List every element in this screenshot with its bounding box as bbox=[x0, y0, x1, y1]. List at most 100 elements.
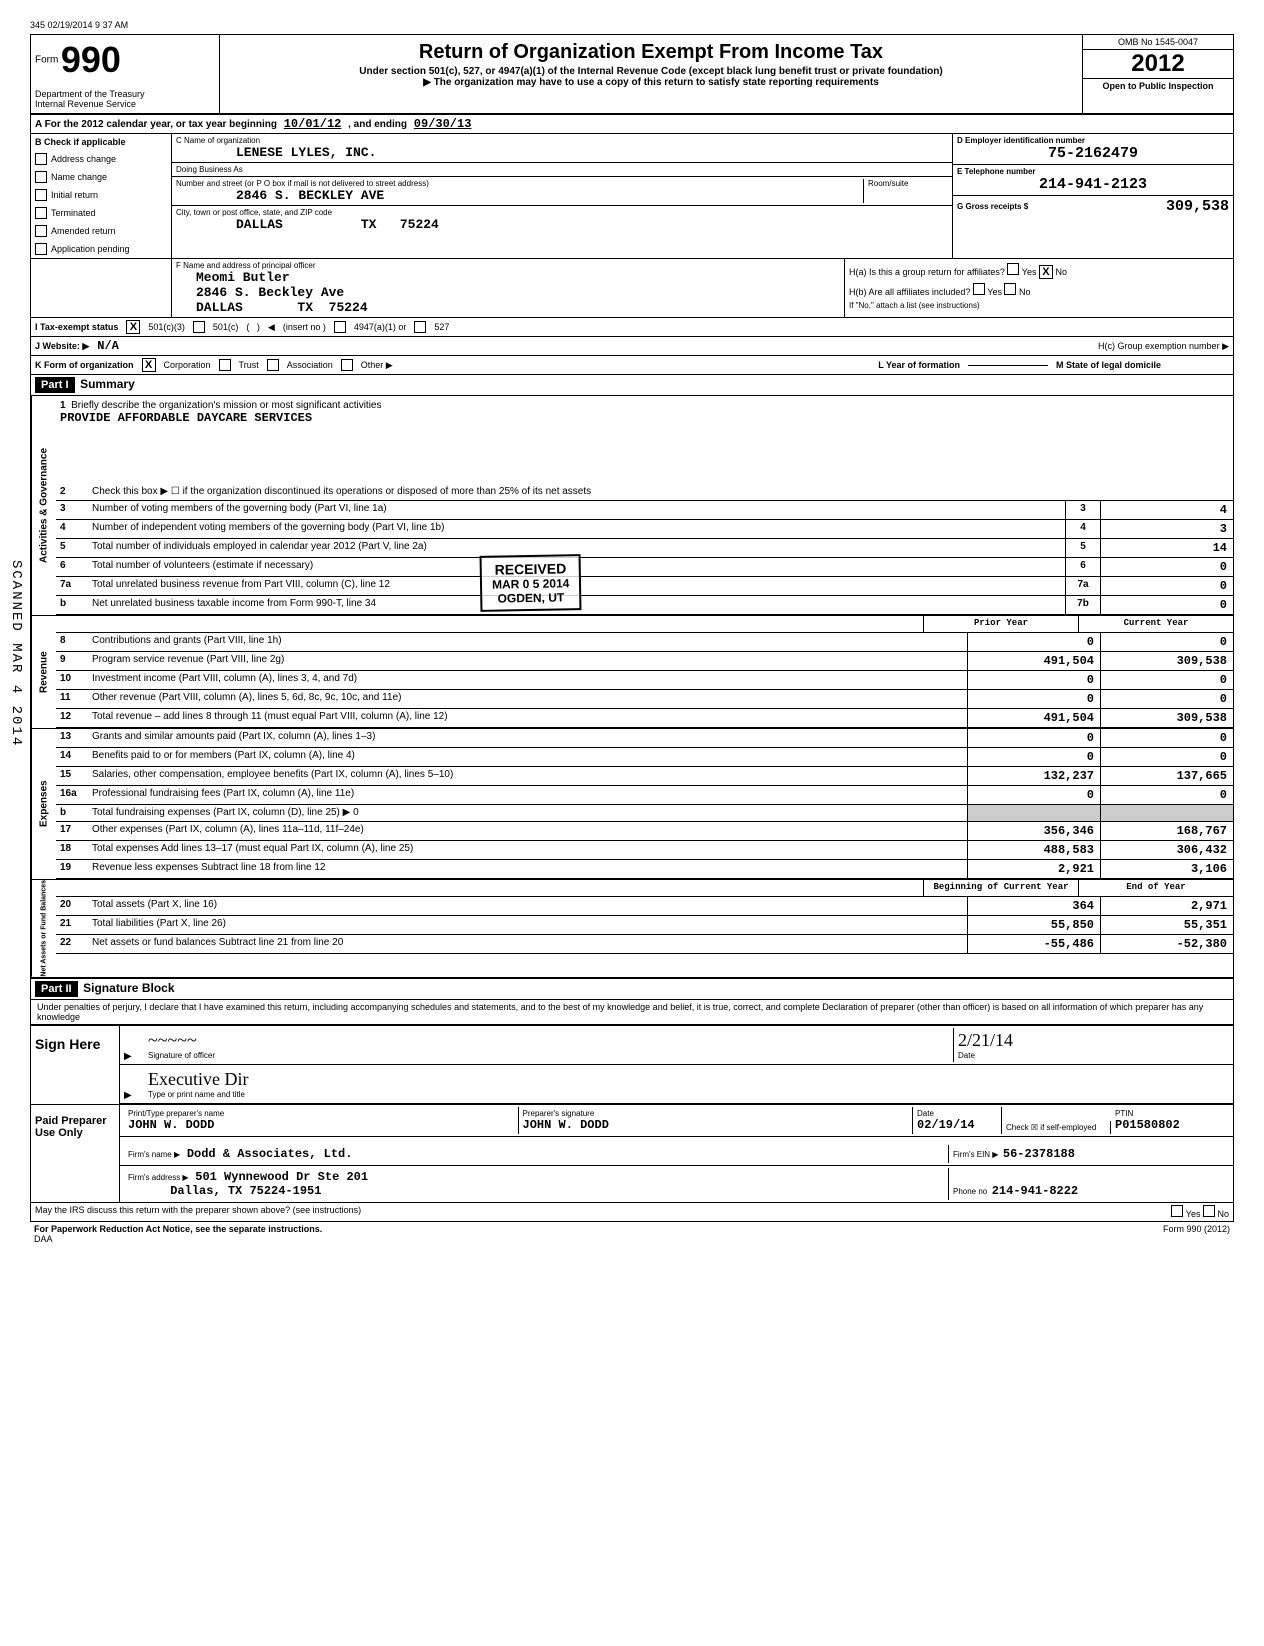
firm-phone: 214-941-8222 bbox=[992, 1184, 1078, 1198]
firm-name: Dodd & Associates, Ltd. bbox=[187, 1147, 353, 1161]
addr-label: Firm's address ▶ bbox=[128, 1173, 189, 1182]
officer-title: Executive Dir bbox=[148, 1069, 1225, 1090]
netassets-section: Net Assets or Fund Balances Beginning of… bbox=[31, 879, 1233, 977]
netassets-col-headers: Beginning of Current Year End of Year bbox=[56, 880, 1233, 897]
exp-line-17: 17Other expenses (Part IX, column (A), l… bbox=[56, 822, 1233, 841]
corp-checked[interactable]: X bbox=[142, 358, 156, 372]
side-expenses: Expenses bbox=[31, 729, 56, 879]
paid-preparer-block: Paid Preparer Use Only Print/Type prepar… bbox=[31, 1104, 1233, 1202]
h-b: H(b) Are all affiliates included? Yes No bbox=[849, 281, 1229, 299]
subtitle2: ▶ The organization may have to use a cop… bbox=[224, 77, 1078, 88]
sign-here-label: Sign Here bbox=[31, 1026, 120, 1104]
ptin-label: PTIN bbox=[1115, 1109, 1225, 1118]
phone-label2: Phone no bbox=[953, 1187, 987, 1196]
h-b-note: If "No," attach a list (see instructions… bbox=[849, 299, 1229, 312]
state: TX bbox=[361, 217, 377, 232]
stamp-received: RECEIVED bbox=[492, 560, 570, 577]
phone-row: E Telephone number 214-941-2123 bbox=[953, 165, 1233, 196]
website-value: N/A bbox=[97, 339, 119, 353]
col-end: End of Year bbox=[1078, 880, 1233, 896]
line-7a: 7aTotal unrelated business revenue from … bbox=[56, 577, 1233, 596]
dba-row: Doing Business As bbox=[172, 163, 952, 177]
phone-value: 214-941-2123 bbox=[957, 176, 1229, 193]
col-de: D Employer identification number 75-2162… bbox=[952, 134, 1233, 258]
form-version: Form 990 (2012) bbox=[1163, 1224, 1230, 1244]
street-value: 2846 S. BECKLEY AVE bbox=[176, 188, 863, 203]
ptin-value: P01580802 bbox=[1115, 1118, 1225, 1132]
row-k-form-org: K Form of organization X Corporation Tru… bbox=[31, 356, 1233, 375]
part1-header-row: Part I Summary bbox=[31, 375, 1233, 396]
exp-line-14: 14Benefits paid to or for members (Part … bbox=[56, 748, 1233, 767]
name-title-label: Type or print name and title bbox=[148, 1090, 1225, 1099]
exp-line-19: 19Revenue less expenses Subtract line 18… bbox=[56, 860, 1233, 879]
side-revenue: Revenue bbox=[31, 616, 56, 728]
discuss-question: May the IRS discuss this return with the… bbox=[35, 1205, 361, 1219]
city-row: City, town or post office, state, and ZI… bbox=[172, 206, 952, 234]
part1-title: Summary bbox=[80, 377, 135, 393]
col-current: Current Year bbox=[1078, 616, 1233, 632]
rev-line-8: 8Contributions and grants (Part VIII, li… bbox=[56, 633, 1233, 652]
scanned-stamp: SCANNED MAR 4 2014 bbox=[8, 560, 24, 747]
section-bcde: B Check if applicable Address change Nam… bbox=[31, 134, 1233, 259]
ha-no-checked[interactable]: X bbox=[1039, 265, 1053, 279]
prep-name-label: Print/Type preparer's name bbox=[128, 1109, 514, 1118]
m-label: M State of legal domicile bbox=[1056, 360, 1161, 370]
exp-line-15: 15Salaries, other compensation, employee… bbox=[56, 767, 1233, 786]
exp-line-13: 13Grants and similar amounts paid (Part … bbox=[56, 729, 1233, 748]
form-label: Form bbox=[35, 54, 58, 65]
col-begin: Beginning of Current Year bbox=[923, 880, 1078, 896]
line-5: 5Total number of individuals employed in… bbox=[56, 539, 1233, 558]
501c3-checked[interactable]: X bbox=[126, 320, 140, 334]
net-line-20: 20Total assets (Part X, line 16)3642,971 bbox=[56, 897, 1233, 916]
timestamp: 345 02/19/2014 9 37 AM bbox=[30, 20, 1234, 30]
irs-label: Internal Revenue Service bbox=[35, 99, 215, 109]
org-name-label: C Name of organization bbox=[176, 136, 948, 145]
cb-initial-return[interactable]: Initial return bbox=[31, 186, 171, 204]
sign-here-block: Sign Here ▶ ~~~~~ Signature of officer 2… bbox=[31, 1025, 1233, 1104]
prep-date: 02/19/14 bbox=[917, 1118, 997, 1132]
cb-terminated[interactable]: Terminated bbox=[31, 204, 171, 222]
sign-date-label: Date bbox=[958, 1051, 1225, 1060]
exp-line-b: bTotal fundraising expenses (Part IX, co… bbox=[56, 805, 1233, 822]
dept-treasury: Department of the Treasury bbox=[35, 89, 215, 99]
discuss-row: May the IRS discuss this return with the… bbox=[31, 1202, 1233, 1221]
col-b-checkboxes: B Check if applicable Address change Nam… bbox=[31, 134, 172, 258]
officer-city: DALLAS TX 75224 bbox=[176, 300, 840, 315]
declaration-text: Under penalties of perjury, I declare th… bbox=[31, 1000, 1233, 1025]
side-netassets: Net Assets or Fund Balances bbox=[31, 880, 56, 977]
cb-amended[interactable]: Amended return bbox=[31, 222, 171, 240]
received-stamp: RECEIVED MAR 0 5 2014 OGDEN, UT bbox=[480, 554, 582, 612]
net-line-21: 21Total liabilities (Part X, line 26)55,… bbox=[56, 916, 1233, 935]
firm-label: Firm's name ▶ bbox=[128, 1150, 180, 1159]
gross-label: G Gross receipts $ bbox=[957, 202, 1028, 211]
row-k-label: K Form of organization bbox=[35, 360, 134, 370]
expenses-section: Expenses 13Grants and similar amounts pa… bbox=[31, 728, 1233, 879]
stamp-location: OGDEN, UT bbox=[492, 590, 570, 605]
header-left: Form 990 Department of the Treasury Inte… bbox=[31, 35, 220, 113]
rev-line-10: 10Investment income (Part VIII, column (… bbox=[56, 671, 1233, 690]
bottom-footer: For Paperwork Reduction Act Notice, see … bbox=[30, 1222, 1234, 1246]
org-name: LENESE LYLES, INC. bbox=[176, 145, 948, 160]
row-a-prefix: A For the 2012 calendar year, or tax yea… bbox=[35, 119, 277, 130]
ein-value: 75-2162479 bbox=[957, 145, 1229, 162]
mission-box: 1 Briefly describe the organization's mi… bbox=[56, 396, 1233, 484]
paid-preparer-label: Paid Preparer Use Only bbox=[31, 1105, 120, 1202]
paperwork-notice: For Paperwork Reduction Act Notice, see … bbox=[34, 1224, 322, 1234]
form-header: Form 990 Department of the Treasury Inte… bbox=[31, 35, 1233, 115]
city-value: DALLAS TX 75224 bbox=[176, 217, 948, 232]
row-a-tax-year: A For the 2012 calendar year, or tax yea… bbox=[31, 115, 1233, 134]
mission-text: PROVIDE AFFORDABLE DAYCARE SERVICES bbox=[60, 411, 312, 425]
cb-pending[interactable]: Application pending bbox=[31, 240, 171, 258]
header-right: OMB No 1545-0047 2012 Open to Public Ins… bbox=[1082, 35, 1233, 113]
line-3: 3Number of voting members of the governi… bbox=[56, 501, 1233, 520]
self-employed-check: Check ☒ if self-employed bbox=[1002, 1121, 1111, 1134]
l-label: L Year of formation bbox=[878, 360, 960, 370]
ein-row: D Employer identification number 75-2162… bbox=[953, 134, 1233, 165]
prep-name: JOHN W. DODD bbox=[128, 1118, 514, 1132]
subtitle1: Under section 501(c), 527, or 4947(a)(1)… bbox=[224, 66, 1078, 77]
tax-year-end: 09/30/13 bbox=[414, 117, 472, 131]
cb-name-change[interactable]: Name change bbox=[31, 168, 171, 186]
row-j-label: J Website: ▶ bbox=[35, 341, 89, 352]
part2-title: Signature Block bbox=[83, 981, 174, 997]
cb-address-change[interactable]: Address change bbox=[31, 150, 171, 168]
